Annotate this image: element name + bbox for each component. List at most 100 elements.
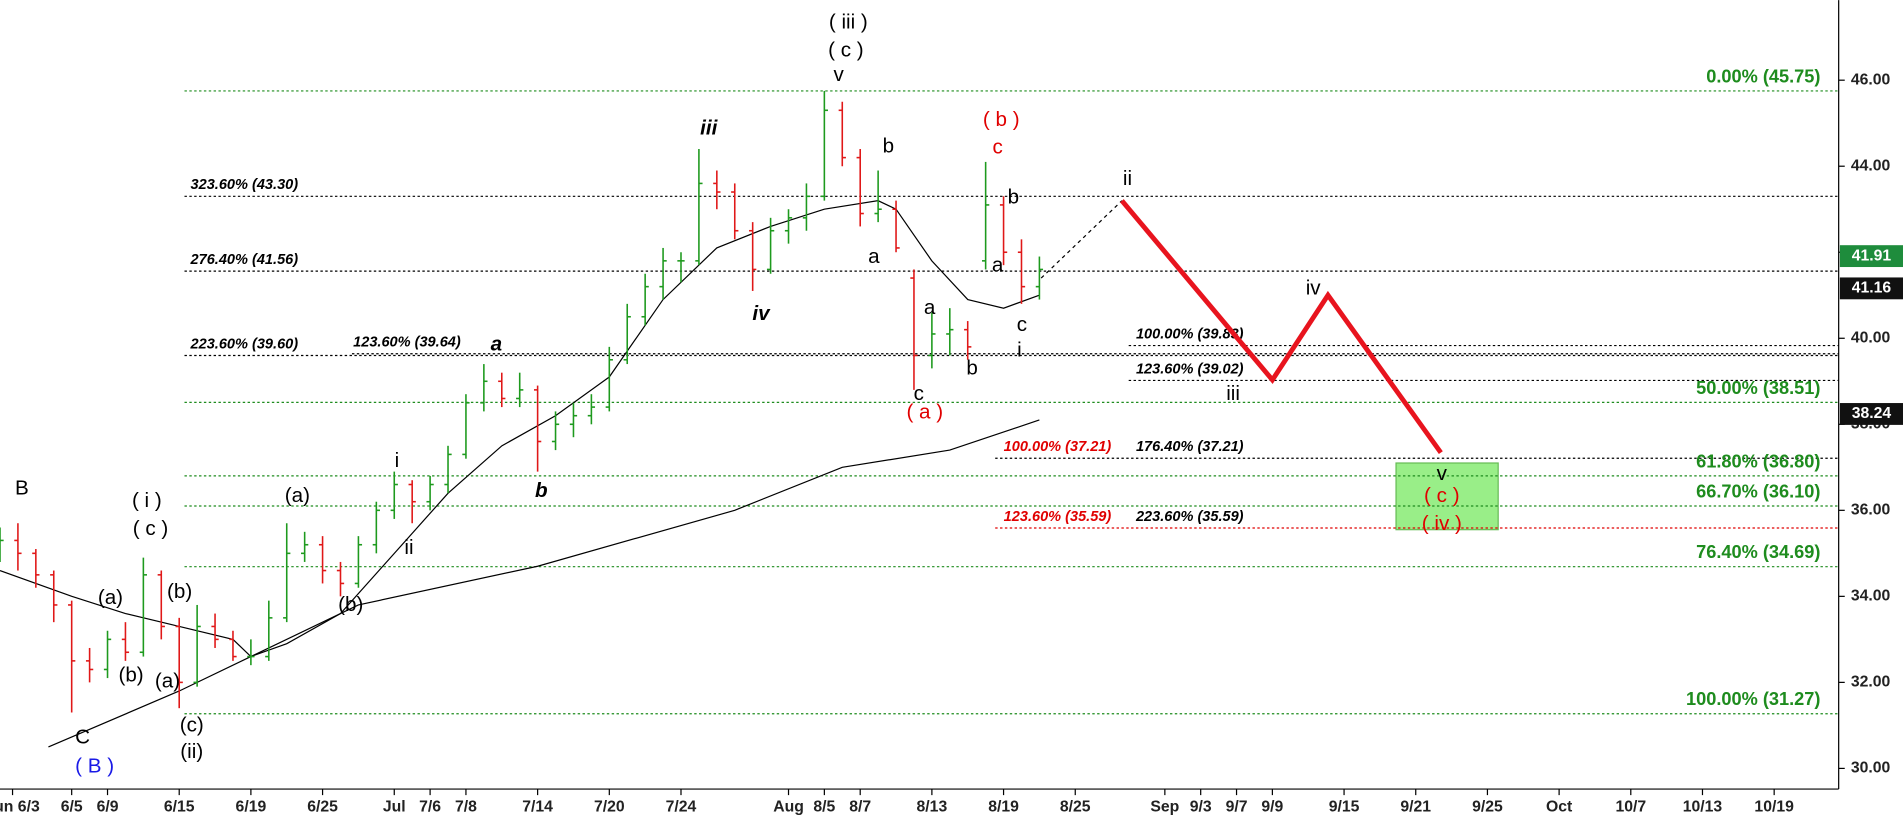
- x-tick-label: Jul: [383, 798, 406, 815]
- wave-label: (a): [285, 484, 310, 507]
- wave-label: iv: [1306, 276, 1322, 299]
- wave-label: a: [491, 332, 502, 355]
- wave-label: ( iii ): [829, 11, 868, 34]
- price-tag: [1839, 277, 1903, 300]
- fib-label: 176.40% (37.21): [1136, 439, 1244, 455]
- moving-average: [48, 419, 1040, 748]
- fib-label: 223.60% (39.60): [190, 336, 299, 352]
- x-tick-label: 9/15: [1329, 798, 1360, 815]
- wave-label: ii: [404, 536, 413, 559]
- wave-label: c: [992, 136, 1002, 159]
- fib-label: 50.00% (38.51): [1696, 378, 1820, 398]
- fib-label: 76.40% (34.69): [1696, 542, 1820, 562]
- y-tick-label: 46.00: [1851, 71, 1891, 88]
- fib-label: 123.60% (39.02): [1136, 361, 1244, 377]
- fib-label: 100.00% (37.21): [1004, 439, 1112, 455]
- wave-label: a: [992, 253, 1004, 276]
- x-tick-label: Aug: [773, 798, 804, 815]
- wave-label: b: [883, 134, 894, 157]
- price-tag: [1839, 245, 1903, 268]
- wave-label: c: [914, 382, 924, 405]
- x-tick-label: 9/7: [1226, 798, 1248, 815]
- wave-label: b: [1008, 185, 1019, 208]
- wave-label: b: [966, 357, 977, 380]
- wave-label: c: [1017, 313, 1027, 336]
- wave-label: v: [833, 63, 844, 86]
- wave-label: (a): [98, 586, 123, 609]
- x-tick-label: 8/25: [1060, 798, 1091, 815]
- price-tag: [1839, 403, 1903, 425]
- y-tick-label: 32.00: [1851, 674, 1891, 691]
- wave-label: ( c ): [1424, 484, 1460, 507]
- wave-label: ( iv ): [1422, 512, 1462, 535]
- x-tick-label: 10/19: [1754, 798, 1794, 815]
- price-tag-label: 41.16: [1852, 280, 1892, 297]
- x-tick-label: Jun 6/3: [0, 798, 40, 815]
- wave-label: (b): [338, 593, 363, 616]
- wave-label: a: [868, 245, 880, 268]
- wave-label: ( b ): [983, 108, 1020, 131]
- wave-label: iii: [1226, 382, 1240, 405]
- x-tick-label: 7/14: [522, 798, 553, 815]
- fib-label: 276.40% (41.56): [190, 252, 299, 268]
- x-tick-label: 6/25: [307, 798, 338, 815]
- fib-label: 0.00% (45.75): [1706, 66, 1820, 86]
- fib-label: 100.00% (39.83): [1136, 327, 1244, 343]
- wave-label: iii: [700, 116, 718, 139]
- y-tick-label: 34.00: [1851, 588, 1891, 605]
- wave-label: a: [924, 296, 936, 319]
- y-tick-label: 40.00: [1851, 329, 1891, 346]
- x-tick-label: 6/15: [164, 798, 195, 815]
- wave-label: (b): [167, 580, 192, 603]
- fib-label: 123.60% (39.64): [353, 335, 461, 351]
- wave-label: i: [1017, 338, 1022, 361]
- x-tick-label: 7/8: [455, 798, 477, 815]
- wave-label: ( c ): [133, 517, 169, 540]
- x-tick-label: 9/9: [1261, 798, 1283, 815]
- wave-label: (a): [155, 670, 180, 693]
- wave-label: (b): [118, 664, 143, 687]
- x-tick-label: 8/5: [813, 798, 835, 815]
- x-tick-label: 8/19: [988, 798, 1019, 815]
- fib-label: 61.80% (36.80): [1696, 451, 1820, 471]
- x-tick-label: 6/5: [61, 798, 83, 815]
- wave-label: ( i ): [132, 489, 162, 512]
- projection-path: [1120, 199, 1443, 455]
- fib-label: 123.60% (35.59): [1004, 509, 1112, 525]
- fib-label: 223.60% (35.59): [1135, 509, 1244, 525]
- fib-label: 66.70% (36.10): [1696, 481, 1820, 501]
- y-tick-label: 30.00: [1851, 760, 1891, 777]
- x-tick-label: Sep: [1150, 798, 1179, 815]
- x-tick-label: 8/13: [917, 798, 948, 815]
- x-tick-label: 6/19: [236, 798, 267, 815]
- wave-label: ( B ): [75, 755, 114, 778]
- x-tick-label: 7/20: [594, 798, 625, 815]
- wave-label: i: [395, 449, 400, 472]
- wave-label: v: [1437, 462, 1448, 485]
- wave-label: ( c ): [828, 39, 864, 62]
- x-tick-label: 10/13: [1683, 798, 1723, 815]
- x-tick-label: 10/7: [1615, 798, 1646, 815]
- x-tick-label: 9/25: [1472, 798, 1503, 815]
- wave-label: (ii): [180, 740, 203, 763]
- wave-label: C: [75, 726, 90, 749]
- x-tick-label: 7/6: [419, 798, 441, 815]
- x-tick-label: Oct: [1546, 798, 1573, 815]
- fib-label: 100.00% (31.27): [1686, 689, 1820, 709]
- wave-label: ii: [1123, 167, 1132, 190]
- target-zone: [1395, 462, 1499, 531]
- fib-label: 323.60% (43.30): [191, 177, 299, 193]
- x-tick-label: 9/3: [1190, 798, 1212, 815]
- price-tag-label: 38.24: [1852, 405, 1892, 422]
- wave-label: ( a ): [906, 400, 943, 423]
- x-tick-label: 8/7: [849, 798, 871, 815]
- wave-label: b: [535, 479, 548, 502]
- price-tag-label: 41.91: [1852, 247, 1892, 264]
- x-tick-label: 6/9: [97, 798, 119, 815]
- x-tick-label: 9/21: [1400, 798, 1431, 815]
- wave-label: (c): [180, 713, 204, 736]
- y-tick-label: 44.00: [1851, 157, 1891, 174]
